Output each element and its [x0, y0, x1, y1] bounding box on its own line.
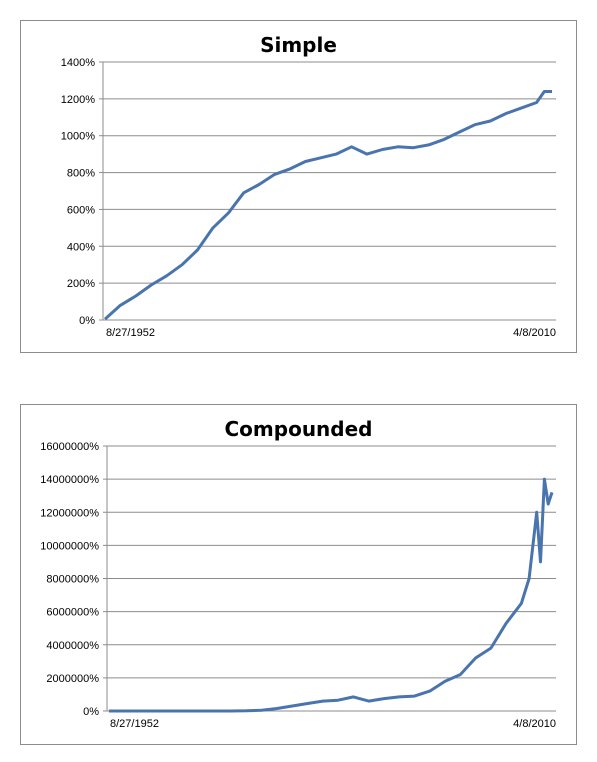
y-tick-label: 200% — [67, 278, 95, 290]
y-tick-label: 6000000% — [46, 607, 99, 619]
y-tick-label: 1400% — [61, 57, 95, 69]
y-tick-label: 0% — [83, 706, 99, 718]
x-tick-label: 4/8/2010 — [513, 718, 556, 730]
x-tick-label: 8/27/1952 — [110, 718, 159, 730]
y-tick-label: 600% — [67, 204, 95, 216]
chart-plot-area: 0% 2000000% 4000000% 6000000% 8000000% 100000… — [40, 441, 556, 730]
y-tick-label: 10000000% — [40, 540, 99, 552]
y-tick-label: 800% — [67, 168, 95, 180]
y-tick-label: 4000000% — [46, 640, 99, 652]
chart-title: Compounded — [224, 417, 373, 441]
y-tick-label: 8000000% — [46, 574, 99, 586]
chart-compounded: Compounded 0% 2000000% 4000000% 6000000% 800… — [20, 404, 577, 745]
y-tick-label: 2000000% — [46, 673, 99, 685]
x-tick-label: 4/8/2010 — [513, 327, 556, 339]
y-tick-label: 400% — [67, 241, 95, 253]
chart-title: Simple — [260, 33, 337, 57]
y-tick-label: 1000% — [61, 131, 95, 143]
y-tick-label: 12000000% — [40, 507, 99, 519]
chart-plot-area: 0% 200% 400% 600% 800% 1000% 1200% 1400% 8/27/19… — [61, 57, 556, 339]
y-tick-label: 1200% — [61, 94, 95, 106]
x-tick-label: 8/27/1952 — [106, 327, 155, 339]
y-tick-label: 16000000% — [40, 441, 99, 453]
chart-simple: Simple 0% 200% 400% 600% 800% 1000% 1200% 1400%… — [20, 20, 577, 353]
series-line — [103, 90, 552, 321]
series-line — [109, 477, 554, 713]
y-tick-label: 14000000% — [40, 474, 99, 486]
y-tick-label: 0% — [79, 315, 95, 327]
